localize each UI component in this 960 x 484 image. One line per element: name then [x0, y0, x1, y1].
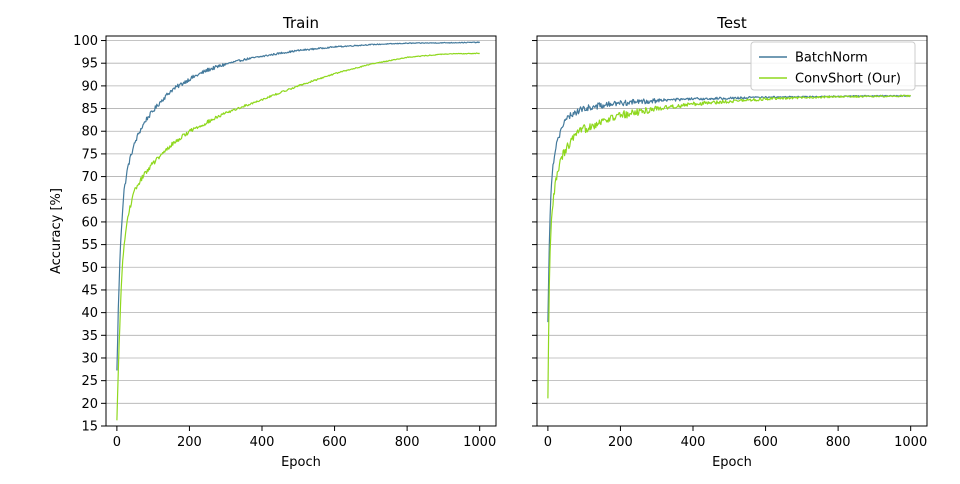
train-x-axis-label: Epoch	[281, 455, 321, 470]
test-legend: BatchNorm ConvShort (Our)	[750, 41, 916, 91]
train-panel: 0 200 400 600 800 1000 15 20 25 30 35 40 45 50 55 60 65…	[49, 14, 497, 470]
series-line-batchnorm	[116, 41, 481, 371]
train-y-axis-label: Accuracy [%]	[49, 188, 64, 274]
legend-box	[750, 41, 916, 91]
x-tick-label: 1000	[894, 435, 927, 450]
y-tick-label: 80	[81, 125, 98, 140]
legend-label-convshort: ConvShort (Our)	[795, 72, 901, 87]
series-line-batchnorm	[547, 94, 911, 323]
legend-label-batchnorm: BatchNorm	[795, 51, 868, 66]
x-tick-label: 0	[113, 435, 121, 450]
y-tick-label: 25	[81, 374, 98, 389]
test-panel: 0 200 400 600 800 1000 Test Epoch BatchNorm C…	[532, 14, 928, 470]
x-tick-label: 600	[322, 435, 347, 450]
x-tick-label: 200	[177, 435, 202, 450]
y-tick-label: 100	[73, 34, 98, 49]
train-y-ticks: 15 20 25 30 35 40 45 50 55 60 65 70 75 80 85 90 95 100	[73, 34, 106, 435]
x-tick-label: 800	[395, 435, 420, 450]
train-title: Train	[282, 14, 319, 32]
y-tick-label: 55	[81, 238, 98, 253]
x-tick-label: 600	[753, 435, 778, 450]
test-x-ticks: 0 200 400 600 800 1000	[544, 426, 927, 450]
test-series	[547, 94, 911, 399]
x-tick-label: 400	[250, 435, 275, 450]
y-tick-label: 50	[81, 261, 98, 276]
test-title: Test	[716, 14, 747, 32]
y-tick-label: 15	[81, 420, 98, 435]
y-tick-label: 70	[81, 170, 98, 185]
test-x-axis-label: Epoch	[712, 455, 752, 470]
y-tick-label: 60	[81, 215, 98, 230]
test-y-ticks	[532, 40, 537, 427]
x-tick-label: 1000	[463, 435, 496, 450]
x-tick-label: 200	[608, 435, 633, 450]
series-line-convshort	[547, 94, 911, 399]
y-tick-label: 75	[81, 147, 98, 162]
series-line-convshort	[116, 52, 480, 421]
train-grid	[106, 40, 496, 427]
y-tick-label: 35	[81, 329, 98, 344]
y-tick-label: 85	[81, 102, 98, 117]
x-tick-label: 800	[826, 435, 851, 450]
y-tick-label: 40	[81, 306, 98, 321]
y-tick-label: 90	[81, 79, 98, 94]
train-axes-frame	[105, 35, 497, 427]
train-x-ticks: 0 200 400 600 800 1000	[113, 426, 496, 450]
test-axes-frame	[536, 35, 928, 427]
y-tick-label: 45	[81, 283, 98, 298]
y-tick-label: 65	[81, 193, 98, 208]
y-tick-label: 30	[81, 351, 98, 366]
y-tick-label: 95	[81, 57, 98, 72]
x-tick-label: 0	[544, 435, 552, 450]
train-series	[116, 41, 481, 421]
y-tick-label: 20	[81, 397, 98, 412]
x-tick-label: 400	[681, 435, 706, 450]
